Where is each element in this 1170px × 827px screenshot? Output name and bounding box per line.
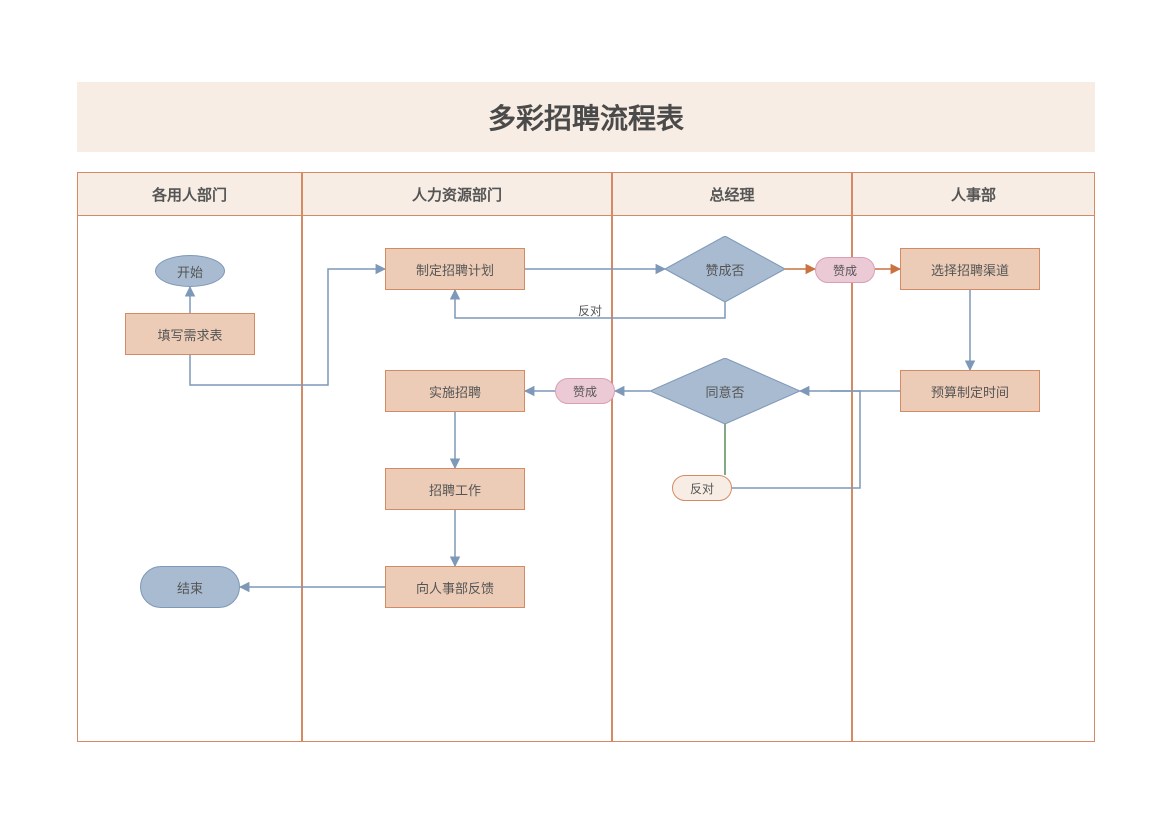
lane-header-pd: 人事部 <box>852 172 1095 216</box>
node-plan: 制定招聘计划 <box>385 248 525 290</box>
node-feedback: 向人事部反馈 <box>385 566 525 608</box>
lane-header-hr: 人力资源部门 <box>302 172 612 216</box>
node-d2-label: 同意否 <box>650 358 800 424</box>
flowchart-canvas: 多彩招聘流程表各用人部门人力资源部门总经理人事部开始填写需求表 制定招聘计划 赞成否… <box>0 0 1170 827</box>
node-agree1: 赞成 <box>815 257 875 283</box>
node-agree2: 赞成 <box>555 378 615 404</box>
title-bar: 多彩招聘流程表 <box>77 82 1095 152</box>
lane-header-dept: 各用人部门 <box>77 172 302 216</box>
node-d1-label: 赞成否 <box>665 236 785 302</box>
node-oppose2: 反对 <box>672 475 732 501</box>
node-start: 开始 <box>155 255 225 287</box>
node-channel: 选择招聘渠道 <box>900 248 1040 290</box>
node-end: 结束 <box>140 566 240 608</box>
node-work: 招聘工作 <box>385 468 525 510</box>
node-implement: 实施招聘 <box>385 370 525 412</box>
lane-header-gm: 总经理 <box>612 172 852 216</box>
lane-body-pd <box>852 216 1095 742</box>
lane-body-dept <box>77 216 302 742</box>
node-fill: 填写需求表 <box>125 313 255 355</box>
node-budget: 预算制定时间 <box>900 370 1040 412</box>
node-oppose1: 反对 <box>565 300 615 320</box>
